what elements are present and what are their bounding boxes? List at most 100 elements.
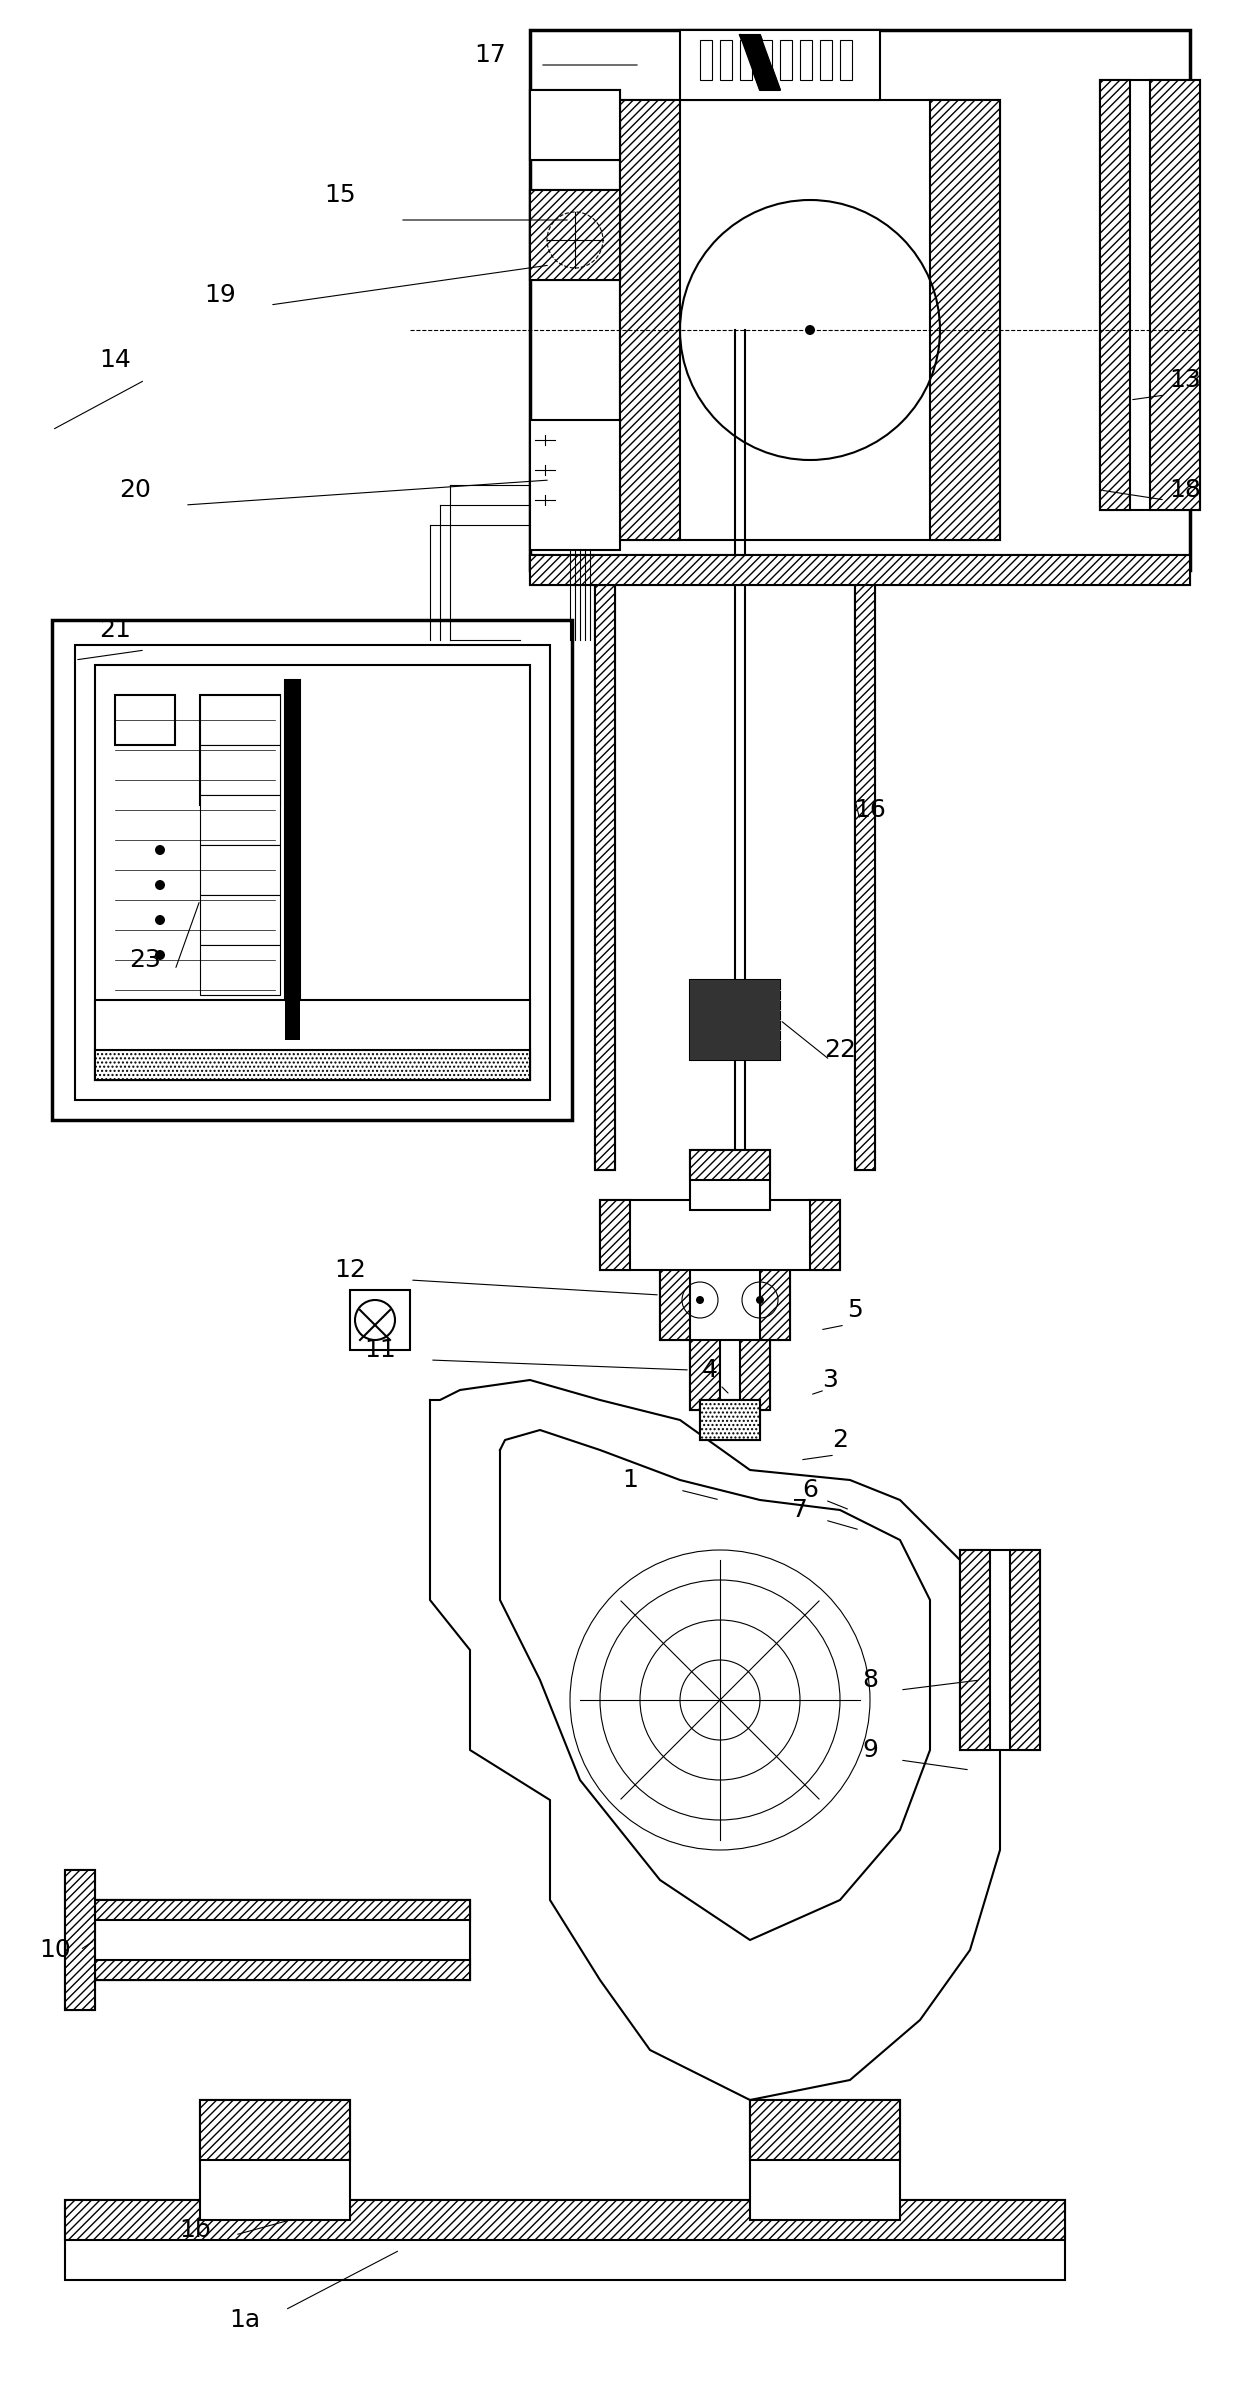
Bar bbox=[740, 40, 751, 81]
Bar bbox=[856, 569, 875, 1170]
Bar bbox=[930, 100, 999, 541]
Bar bbox=[760, 1260, 790, 1341]
Bar bbox=[750, 2101, 900, 2220]
Bar bbox=[95, 1050, 529, 1079]
Bar bbox=[856, 569, 875, 1170]
Text: 15: 15 bbox=[324, 183, 356, 207]
Bar bbox=[529, 31, 1190, 569]
Text: 10: 10 bbox=[40, 1939, 71, 1963]
Bar bbox=[600, 1201, 630, 1270]
Bar bbox=[1100, 81, 1130, 510]
Bar bbox=[600, 1201, 839, 1270]
Bar bbox=[595, 569, 615, 1170]
Text: 1b: 1b bbox=[179, 2218, 211, 2241]
Bar bbox=[200, 2101, 350, 2220]
Bar bbox=[689, 979, 780, 1060]
Text: 1a: 1a bbox=[229, 2308, 260, 2332]
Text: 3: 3 bbox=[822, 1367, 838, 1391]
Bar bbox=[620, 100, 680, 541]
Bar bbox=[64, 2201, 1065, 2239]
Bar bbox=[64, 1870, 95, 2010]
Bar bbox=[74, 646, 551, 1100]
Bar bbox=[760, 40, 773, 81]
Bar bbox=[200, 696, 280, 746]
Circle shape bbox=[756, 1296, 764, 1303]
Bar bbox=[69, 1901, 470, 1920]
Bar bbox=[689, 1329, 770, 1410]
Bar bbox=[200, 696, 280, 805]
Bar bbox=[701, 1401, 760, 1441]
Bar bbox=[595, 569, 615, 1170]
Text: 16: 16 bbox=[854, 798, 885, 822]
Bar bbox=[52, 619, 572, 1120]
Circle shape bbox=[696, 1296, 704, 1303]
Bar bbox=[750, 2101, 900, 2160]
Bar bbox=[529, 191, 620, 281]
Bar bbox=[529, 419, 620, 550]
Bar bbox=[660, 1260, 790, 1341]
Bar bbox=[740, 1329, 770, 1410]
Circle shape bbox=[155, 846, 165, 855]
Bar bbox=[200, 2101, 350, 2160]
Bar bbox=[680, 31, 880, 100]
Bar bbox=[529, 555, 1190, 586]
Bar bbox=[95, 665, 529, 1079]
Bar bbox=[689, 1329, 720, 1410]
Bar bbox=[285, 679, 300, 1041]
Bar bbox=[285, 679, 300, 1041]
Circle shape bbox=[155, 879, 165, 891]
Bar bbox=[69, 1901, 470, 1979]
Bar bbox=[200, 846, 280, 896]
Text: 8: 8 bbox=[862, 1667, 878, 1691]
Circle shape bbox=[805, 324, 815, 336]
Text: 12: 12 bbox=[334, 1258, 366, 1282]
Text: 4: 4 bbox=[702, 1358, 718, 1382]
Text: 6: 6 bbox=[802, 1477, 818, 1503]
Text: 2: 2 bbox=[832, 1427, 848, 1453]
Bar bbox=[810, 1201, 839, 1270]
Text: 14: 14 bbox=[99, 348, 131, 372]
Bar bbox=[660, 1260, 689, 1341]
Bar bbox=[350, 1291, 410, 1351]
Text: 17: 17 bbox=[474, 43, 506, 67]
Bar bbox=[720, 40, 732, 81]
Bar bbox=[780, 40, 792, 81]
Bar bbox=[200, 796, 280, 846]
Bar bbox=[64, 2201, 1065, 2280]
Circle shape bbox=[155, 915, 165, 924]
Bar bbox=[689, 979, 780, 1060]
Bar bbox=[1011, 1551, 1040, 1751]
Bar bbox=[701, 40, 712, 81]
Text: 21: 21 bbox=[99, 617, 131, 643]
Bar bbox=[839, 40, 852, 81]
Text: 23: 23 bbox=[129, 948, 161, 972]
Text: 19: 19 bbox=[205, 283, 236, 307]
Text: 7: 7 bbox=[792, 1498, 808, 1522]
Bar bbox=[820, 40, 832, 81]
Bar bbox=[69, 1960, 470, 1979]
Bar bbox=[64, 1870, 95, 2010]
Polygon shape bbox=[740, 36, 780, 91]
Bar bbox=[115, 696, 175, 746]
Circle shape bbox=[155, 950, 165, 960]
Bar bbox=[689, 1151, 770, 1210]
Bar bbox=[960, 1551, 990, 1751]
Bar bbox=[960, 1551, 1040, 1751]
Text: 13: 13 bbox=[1169, 367, 1200, 393]
Bar bbox=[689, 1151, 770, 1179]
Bar bbox=[200, 946, 280, 996]
Bar bbox=[529, 91, 620, 160]
Text: 5: 5 bbox=[847, 1298, 863, 1322]
Bar bbox=[1149, 81, 1200, 510]
Bar bbox=[800, 40, 812, 81]
Bar bbox=[701, 1401, 760, 1441]
Text: 11: 11 bbox=[365, 1339, 396, 1363]
Bar bbox=[620, 100, 999, 541]
Bar bbox=[200, 896, 280, 946]
Bar bbox=[1100, 81, 1200, 510]
Bar bbox=[200, 746, 280, 796]
Text: 18: 18 bbox=[1169, 479, 1200, 503]
Text: 20: 20 bbox=[119, 479, 151, 503]
Text: 1: 1 bbox=[622, 1467, 637, 1491]
Bar bbox=[95, 1000, 529, 1079]
